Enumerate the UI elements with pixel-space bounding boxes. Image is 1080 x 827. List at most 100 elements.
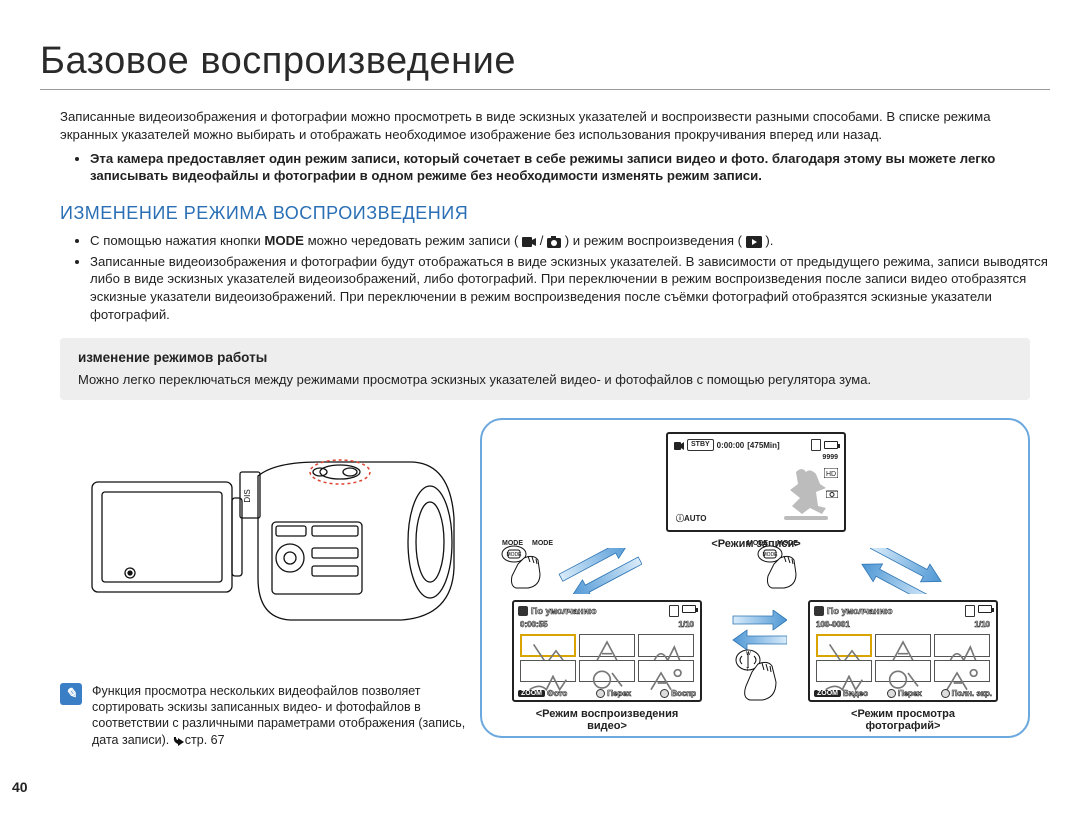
bullet-mode-mid: можно чередовать режим записи ( (304, 233, 522, 248)
record-mode-screen: STBY 0:00:00 [475Min] 9999 HD ⓘAUTO (666, 432, 846, 532)
mode-keyword: MODE (264, 233, 304, 248)
arrows-left-pair (552, 548, 642, 594)
thumb-cell (816, 660, 872, 683)
stby-label: STBY (687, 439, 714, 451)
note-icon: ✎ (60, 683, 82, 705)
mode-button-hand-right: MODE (756, 544, 800, 590)
video-duration: 0:00:55 (520, 620, 548, 629)
zoom-badge: ZOOM (518, 690, 545, 697)
playback-mode-icon (746, 233, 762, 251)
caption-video-playback: <Режим воспроизведения видео> (512, 708, 702, 732)
mode-button-hand-left: MODE (500, 544, 544, 590)
thumb-cell (638, 660, 694, 683)
bullet-mode-end: ). (762, 233, 774, 248)
photo-filename: 100-0001 (816, 620, 850, 629)
section-title-mode-change: ИЗМЕНЕНИЕ РЕЖИМА ВОСПРОИЗВЕДЕНИЯ (60, 203, 1050, 224)
skater-silhouette (776, 464, 836, 524)
grey-box-body: Можно легко переключаться между режимами… (78, 371, 1012, 389)
thumb-cell (875, 660, 931, 683)
photo-index: 1/10 (974, 620, 990, 629)
footer-move-label: Перех (607, 689, 631, 698)
record-screen-header: STBY 0:00:00 [475Min] (674, 438, 838, 452)
bullet-mode-pre: С помощью нажатия кнопки (90, 233, 264, 248)
photo-playback-screen: По умолчанию 100-0001 1/10 ZOOMВидео Пер… (808, 600, 998, 702)
note-text-body: Функция просмотра нескольких видеофайлов… (92, 684, 465, 747)
thumb-cell (579, 660, 635, 683)
video-screen-sub: 0:00:55 1/10 (520, 620, 694, 629)
grey-info-box: изменение режимов работы Можно легко пер… (60, 338, 1030, 401)
auto-label: ⓘAUTO (676, 513, 707, 524)
video-playback-screen: По умолчанию 0:00:55 1/10 ZOOMФото Перех… (512, 600, 702, 702)
thumb-cell (816, 634, 872, 657)
footer-zoom-label: Видео (843, 689, 868, 698)
photo-header-icon (814, 606, 824, 616)
video-icon (674, 441, 684, 450)
zoom-badge: ZOOM (814, 690, 841, 697)
page-ref-arrow-icon (173, 732, 185, 748)
photo-screen-footer: ZOOMВидео Перех Полн. экр. (814, 689, 992, 698)
sd-icon (965, 605, 975, 617)
mode-label-right-2: MODE (777, 540, 798, 547)
note-text: Функция просмотра нескольких видеофайлов… (92, 683, 490, 749)
photo-header-title: По умолчанию (827, 606, 893, 616)
svg-text:MODE: MODE (763, 552, 779, 558)
page-number: 40 (12, 779, 28, 795)
footer-play-label: Полн. экр. (952, 689, 992, 698)
caption-br-line1: <Режим просмотра (851, 708, 955, 720)
thumb-cell (875, 634, 931, 657)
footer-zoom-label: Фото (547, 689, 567, 698)
photo-screen-header: По умолчанию (814, 605, 992, 617)
caption-bl-line2: видео> (587, 720, 627, 732)
zoom-scroll-hand: WT (734, 648, 780, 704)
footer-play-label: Воспр (671, 689, 696, 698)
grey-box-title: изменение режимов работы (78, 350, 1012, 365)
video-header-title: По умолчанию (531, 606, 597, 616)
caption-br-line2: фотографий> (866, 720, 941, 732)
video-screen-footer: ZOOMФото Перех Воспр (518, 689, 696, 698)
mode-label-left-2: MODE (532, 540, 553, 547)
thumb-cell (638, 634, 694, 657)
video-screen-header: По умолчанию (518, 605, 696, 617)
svg-text:DIS: DIS (243, 490, 252, 503)
section-bullets: С помощью нажатия кнопки MODE можно чере… (40, 232, 1050, 324)
caption-photo-playback: <Режим просмотра фотографий> (808, 708, 998, 732)
thumb-cell (934, 660, 990, 683)
photo-screen-sub: 100-0001 1/10 (816, 620, 990, 629)
svg-text:W: W (746, 651, 751, 657)
ok-button-icon (941, 689, 950, 698)
note-page-ref: стр. 67 (185, 733, 225, 747)
record-time: 0:00:00 (717, 441, 745, 450)
video-index: 1/10 (678, 620, 694, 629)
nav-button-icon (887, 689, 896, 698)
svg-text:MODE: MODE (507, 552, 523, 558)
thumb-cell (520, 660, 576, 683)
battery-icon (682, 605, 696, 613)
video-thumb-grid (520, 634, 694, 682)
battery-icon (824, 441, 838, 449)
thumb-cell (934, 634, 990, 657)
intro-paragraph: Записанные видеоизображения и фотографии… (40, 108, 1050, 144)
bullet-mode-mid3: ) и режим воспроизведения ( (561, 233, 746, 248)
bullet-mode-mid2: / (536, 233, 547, 248)
intro-bullet-bold: Эта камера предоставляет один режим запи… (90, 150, 1050, 186)
page-title: Базовое воспроизведение (40, 40, 1050, 90)
thumb-cell (579, 634, 635, 657)
camcorder-illustration: DIS (90, 458, 460, 628)
resolution-label: 9999 (822, 454, 838, 461)
footer-move-label: Перех (898, 689, 922, 698)
nav-button-icon (596, 689, 605, 698)
sd-icon (669, 605, 679, 617)
sd-icon (811, 439, 821, 451)
caption-bl-line1: <Режим воспроизведения (536, 708, 679, 720)
note-block: ✎ Функция просмотра нескольких видеофайл… (60, 683, 490, 749)
svg-text:T: T (746, 667, 749, 673)
battery-icon (978, 605, 992, 613)
video-mode-icon (522, 233, 536, 251)
ok-button-icon (660, 689, 669, 698)
thumb-cell (520, 634, 576, 657)
arrows-right-pair (853, 548, 943, 594)
bullet-thumbnail-desc: Записанные видеоизображения и фотографии… (90, 253, 1050, 324)
remain-time: [475Min] (747, 441, 779, 450)
video-header-icon (518, 606, 528, 616)
mode-diagram-box: STBY 0:00:00 [475Min] 9999 HD ⓘAUTO <Реж… (480, 418, 1030, 738)
